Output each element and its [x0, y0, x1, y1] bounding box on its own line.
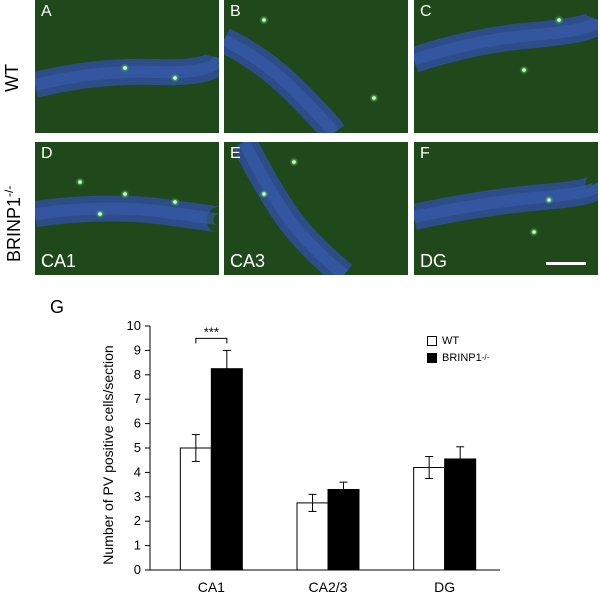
micrograph-image	[224, 0, 408, 133]
micrograph-panel-a: A	[35, 0, 219, 133]
region-label: CA3	[230, 251, 266, 271]
row-label-wt: WT	[2, 64, 22, 92]
y-axis-label: Number of PV positive cells/section	[100, 345, 116, 565]
y-tick-label: 4	[134, 464, 141, 479]
panel-letter: B	[230, 3, 241, 20]
y-tick-label: 9	[134, 342, 141, 357]
significance-bracket	[195, 337, 228, 344]
bar-dg-0	[413, 467, 446, 571]
micrograph-panel-b: B	[224, 0, 408, 133]
panel-letter: F	[420, 145, 430, 162]
y-tick-label: 5	[134, 440, 141, 455]
bar-dg-1	[444, 458, 477, 571]
legend-swatch-wt	[427, 335, 437, 346]
significance-label: ***	[204, 324, 219, 339]
panel-letter: E	[230, 145, 241, 162]
y-tick-label: 3	[134, 489, 141, 504]
y-tick-label: 1	[134, 538, 141, 553]
micrograph-panel-d: D CA1	[35, 142, 219, 275]
legend-item-brinp1: BRINP1 -/-	[427, 349, 489, 366]
bar-ca23-0	[296, 502, 329, 571]
legend-swatch-brinp1	[427, 352, 437, 363]
y-tick-label: 7	[134, 391, 141, 406]
region-label: CA1	[41, 251, 77, 271]
micrograph-image	[35, 142, 219, 275]
bar-ca23-1	[327, 488, 360, 571]
panel-letter: C	[420, 3, 432, 20]
micrograph-image	[414, 0, 598, 133]
legend-item-wt: WT	[427, 332, 489, 349]
y-tick-label: 8	[134, 367, 141, 382]
scale-bar	[546, 262, 586, 265]
row-label-brinp1-knockout: BRINP1-/-	[2, 185, 24, 262]
x-tick-label: CA2/3	[309, 579, 348, 595]
chart-legend: WT BRINP1 -/-	[427, 332, 489, 366]
micrograph-image	[224, 142, 408, 275]
micrograph-image	[35, 0, 219, 133]
panel-letter: A	[41, 3, 52, 20]
bar-chart: 0 1 2 3 4 5 6 7 8 9 10 CA1 *** CA2/3 DG	[127, 318, 500, 595]
region-label: DG	[420, 251, 447, 271]
y-tick-label: 0	[134, 562, 141, 577]
y-tick-label: 2	[134, 513, 141, 528]
panel-letter: D	[41, 145, 53, 162]
micrograph-panel-e: E CA3	[224, 142, 408, 275]
micrograph-panel-c: C	[414, 0, 598, 133]
y-tick-label: 10	[127, 318, 141, 333]
x-tick-label: CA1	[198, 579, 225, 595]
bar-ca1-0	[179, 447, 212, 571]
y-tick-label: 6	[134, 416, 141, 431]
micrograph-image	[414, 142, 598, 275]
panel-letter-g: G	[50, 297, 65, 317]
bar-ca1-1	[210, 368, 243, 571]
micrograph-panel-f: F DG	[414, 142, 598, 275]
x-tick-label: DG	[434, 579, 455, 595]
